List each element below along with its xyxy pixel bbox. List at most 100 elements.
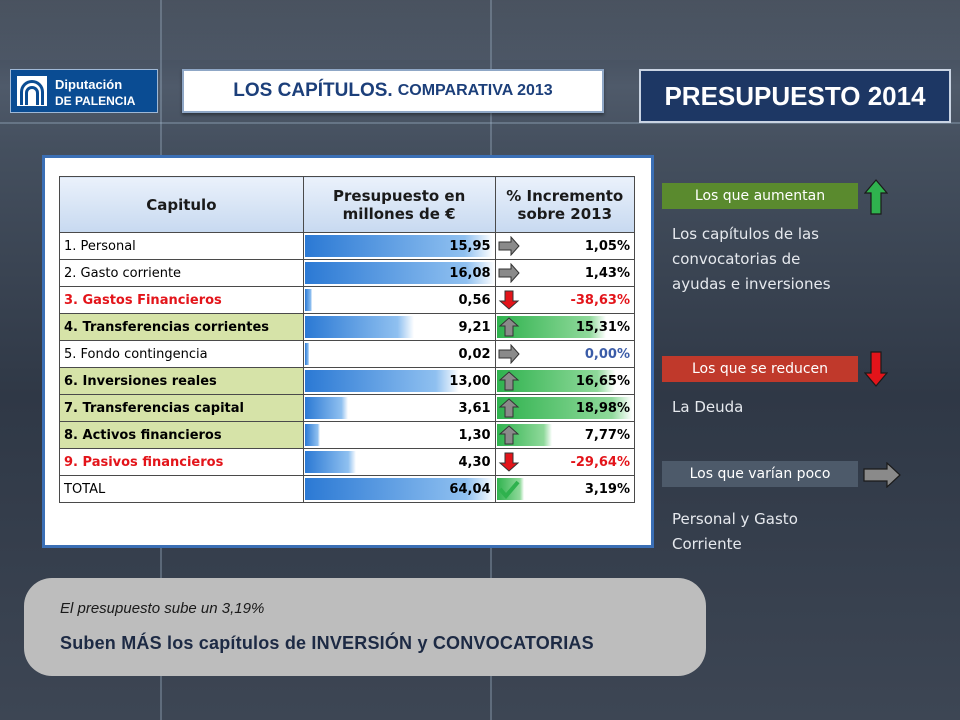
row-budget: 15,95 (302, 232, 496, 260)
budget-bar (304, 397, 348, 419)
legend-down-label: Los que se reducen (662, 356, 858, 382)
arrow-down-icon (864, 351, 888, 387)
budget-value: 0,02 (458, 346, 491, 362)
increment-bar (496, 316, 606, 338)
row-increment: 0,00% (494, 340, 636, 368)
logo-line1: Diputación (55, 77, 123, 92)
budget-value: 0,56 (458, 292, 491, 308)
row-budget: 13,00 (302, 367, 496, 395)
budget-bar (304, 235, 493, 257)
increment-value: 16,65% (575, 373, 630, 389)
budget-bar (304, 370, 459, 392)
table-row: 2. Gasto corriente 16,08 1,43% (59, 259, 636, 287)
increment-value: 3,19% (584, 481, 630, 497)
budget-value: 16,08 (449, 265, 491, 281)
arrow-up-icon (498, 398, 520, 418)
summary-line1: El presupuesto sube un 3,19% (60, 600, 265, 617)
row-name: 4. Transferencias corrientes (59, 313, 304, 341)
budget-table-frame: Capitulo Presupuesto en millones de € % … (42, 155, 654, 548)
row-name: TOTAL (59, 475, 304, 503)
arrow-right-icon (498, 262, 520, 284)
budget-value: 4,30 (458, 454, 491, 470)
budget-bar (304, 262, 495, 284)
arrow-up-icon (864, 179, 888, 215)
row-budget: 0,56 (302, 286, 496, 314)
table-row: 7. Transferencias capital 3,61 18,98% (59, 394, 636, 422)
col-header-incremento: % Incremento sobre 2013 (494, 176, 636, 233)
arrow-down-icon (498, 290, 520, 310)
row-increment: -38,63% (494, 286, 636, 314)
background-line (0, 122, 960, 124)
col-header-presupuesto-line1: Presupuesto en (333, 186, 466, 205)
row-budget: 0,02 (302, 340, 496, 368)
col-header-presupuesto-line2: millones de € (342, 204, 456, 223)
row-increment: 1,43% (494, 259, 636, 287)
table-row: 8. Activos financieros 1,30 7,77% (59, 421, 636, 449)
legend-up-label: Los que aumentan (662, 183, 858, 209)
col-header-incremento-line1: % Incremento (506, 186, 624, 205)
legend-flat-text: Personal y Gasto Corriente (672, 510, 798, 553)
table-row: 3. Gastos Financieros 0,56 -38,63% (59, 286, 636, 314)
arrow-up-icon (498, 317, 520, 337)
row-budget: 3,61 (302, 394, 496, 422)
table-row: 1. Personal 15,95 1,05% (59, 232, 636, 260)
row-name: 3. Gastos Financieros (59, 286, 304, 314)
budget-value: 64,04 (449, 481, 491, 497)
row-name: 9. Pasivos financieros (59, 448, 304, 476)
row-increment: -29,64% (494, 448, 636, 476)
col-header-presupuesto: Presupuesto en millones de € (302, 176, 496, 233)
row-increment: 1,05% (494, 232, 636, 260)
section-subtitle: LOS CAPÍTULOS. COMPARATIVA 2013 (182, 69, 604, 113)
row-budget: 4,30 (302, 448, 496, 476)
logo: Diputación DE PALENCIA (10, 69, 158, 113)
increment-value: -29,64% (570, 454, 630, 470)
budget-bar (304, 451, 356, 473)
arrow-right-icon (863, 462, 901, 488)
increment-value: 7,77% (584, 427, 630, 443)
legend-down-text: La Deuda (672, 398, 744, 416)
increment-value: 0,00% (584, 346, 630, 362)
table-row: 9. Pasivos financieros 4,30 -29,64% (59, 448, 636, 476)
table-row: 4. Transferencias corrientes 9,21 15,31% (59, 313, 636, 341)
logo-line2: DE PALENCIA (55, 94, 136, 108)
row-increment: 16,65% (494, 367, 636, 395)
increment-value: 18,98% (575, 400, 630, 416)
row-name: 7. Transferencias capital (59, 394, 304, 422)
budget-bar (304, 478, 495, 500)
arrow-right-icon (498, 235, 520, 257)
legend-up-text: Los capítulos de las convocatorias de ay… (672, 225, 831, 293)
col-header-capitulo: Capitulo (59, 176, 304, 233)
table-header-row: Capitulo Presupuesto en millones de € % … (59, 176, 636, 233)
budget-value: 3,61 (458, 400, 491, 416)
increment-value: 1,43% (584, 265, 630, 281)
budget-table: Capitulo Presupuesto en millones de € % … (59, 176, 636, 503)
increment-bar (496, 370, 615, 392)
increment-value: 15,31% (575, 319, 630, 335)
col-header-incremento-line2: sobre 2013 (517, 204, 613, 223)
summary-line2: Suben MÁS los capítulos de INVERSIÓN y C… (60, 633, 594, 653)
row-increment: 3,19% (494, 475, 636, 503)
row-name: 2. Gasto corriente (59, 259, 304, 287)
subtitle-small: COMPARATIVA 2013 (397, 82, 553, 99)
increment-bar (496, 397, 632, 419)
budget-bar (304, 343, 309, 365)
summary-box (24, 578, 706, 676)
row-budget: 1,30 (302, 421, 496, 449)
page-title: PRESUPUESTO 2014 (639, 69, 951, 123)
row-name: 1. Personal (59, 232, 304, 260)
row-increment: 18,98% (494, 394, 636, 422)
arrow-up-icon (498, 425, 520, 445)
arrow-up-icon (498, 371, 520, 391)
table-row: 6. Inversiones reales 13,00 16,65% (59, 367, 636, 395)
budget-value: 1,30 (458, 427, 491, 443)
row-budget: 9,21 (302, 313, 496, 341)
row-budget: 16,08 (302, 259, 496, 287)
row-budget: 64,04 (302, 475, 496, 503)
budget-bar (304, 289, 312, 311)
increment-value: 1,05% (584, 238, 630, 254)
row-name: 5. Fondo contingencia (59, 340, 304, 368)
budget-value: 13,00 (449, 373, 491, 389)
row-increment: 15,31% (494, 313, 636, 341)
budget-bar (304, 316, 414, 338)
